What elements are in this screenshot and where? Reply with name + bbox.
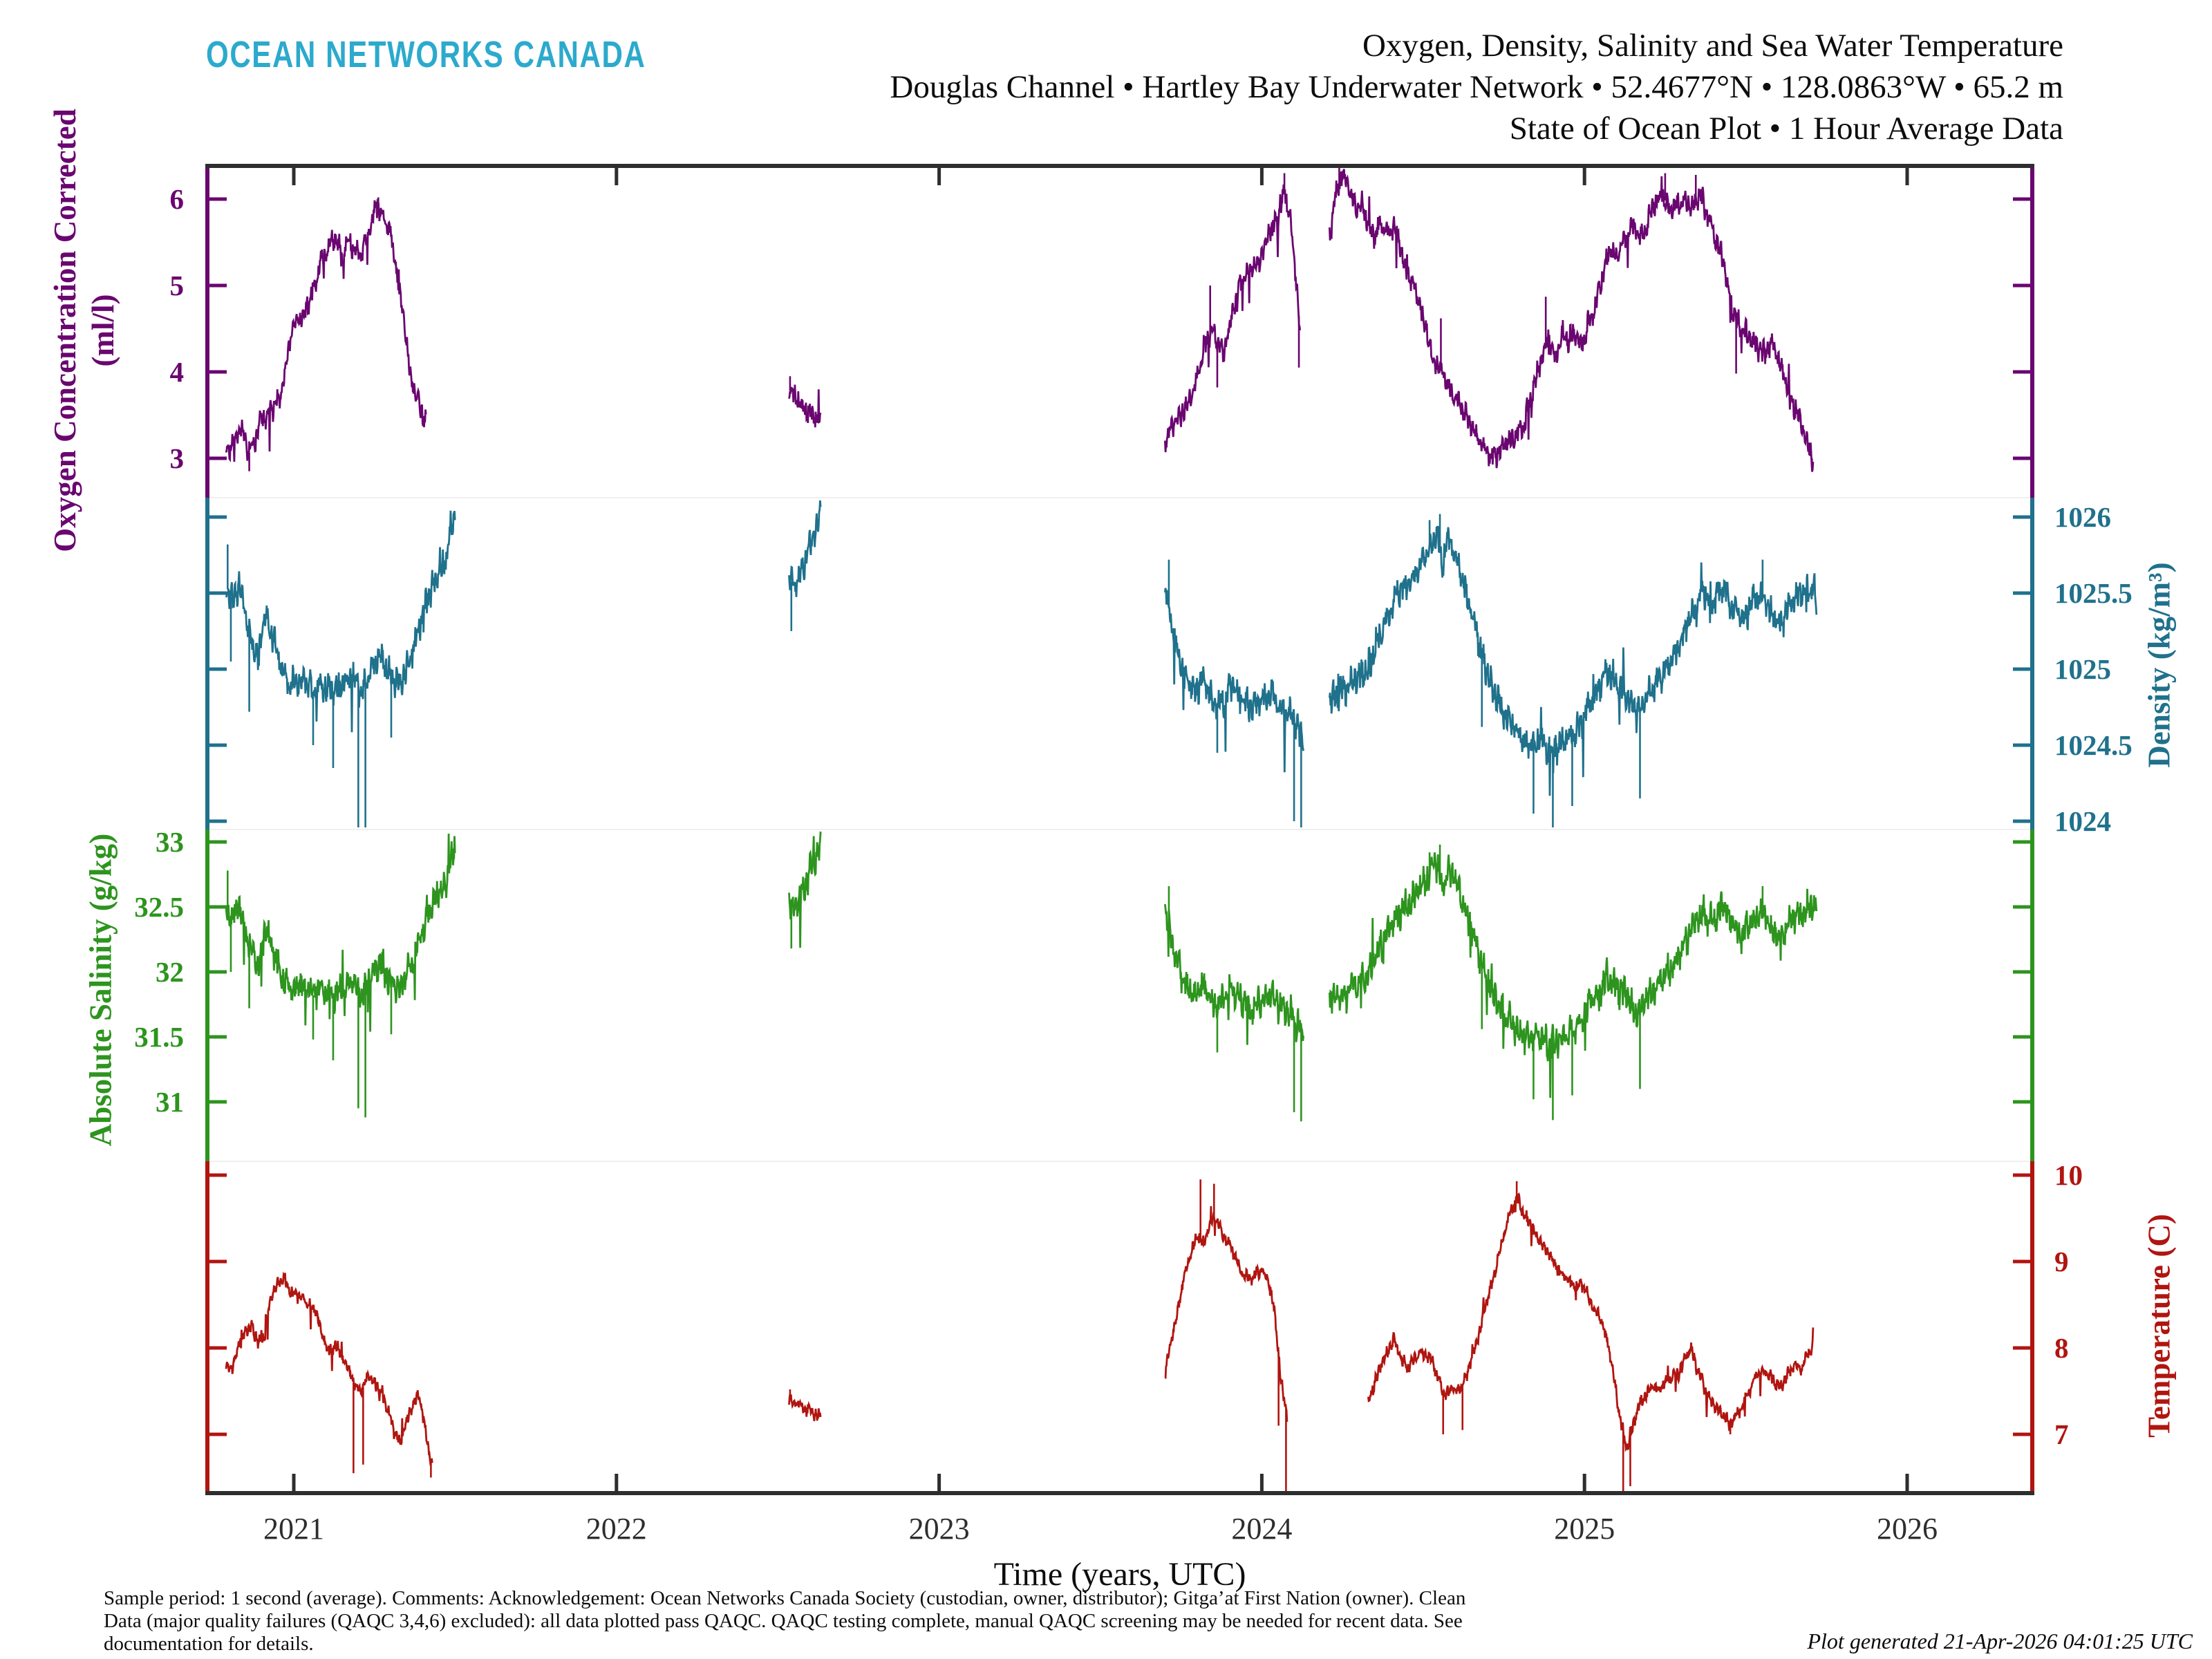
plot-title-line3: State of Ocean Plot • 1 Hour Average Dat…: [1509, 111, 2063, 147]
temperature-tick-label: 7: [2054, 1418, 2069, 1450]
oxygen-left-spine: [205, 166, 209, 498]
salinity-axis-label: Absolute Salinity (g/kg): [83, 833, 118, 1147]
temperature-series-line: [225, 1271, 433, 1466]
temperature-tick-label: 9: [2054, 1246, 2069, 1277]
x-tick-label: 2022: [585, 1512, 647, 1546]
x-tick-label: 2024: [1231, 1512, 1293, 1546]
salinity-tick-label: 33: [156, 826, 184, 858]
x-tick-label: 2025: [1554, 1512, 1615, 1546]
density-series-line: [788, 500, 822, 597]
oxygen-series-line: [1329, 169, 1815, 472]
plot-title-block: Oxygen, Density, Salinity and Sea Water …: [890, 25, 2063, 149]
salinity-tick-label: 32: [156, 956, 184, 988]
salinity-series-line: [788, 831, 822, 948]
oxygen-tick-label: 4: [169, 356, 185, 388]
oxygen-axis-label-line1: Oxygen Concentration Corrected: [48, 109, 82, 552]
salinity-tick-label: 31.5: [134, 1021, 184, 1053]
oxygen-tick-label: 5: [169, 270, 185, 301]
oxygen-tick-label: 3: [169, 442, 185, 474]
salinity-right-spine: [2030, 830, 2034, 1161]
oxygen-right-spine: [2030, 166, 2034, 498]
temperature-right-spine: [2030, 1161, 2034, 1493]
footer-comments: Sample period: 1 second (average). Comme…: [104, 1587, 1465, 1656]
density-tick-label: 1025.5: [2054, 577, 2133, 609]
density-right-spine: [2030, 498, 2034, 830]
salinity-series-line: [1164, 903, 1304, 1045]
density-tick-label: 1024.5: [2054, 729, 2133, 761]
salinity-left-spine: [205, 830, 209, 1161]
density-left-spine: [205, 498, 209, 830]
temperature-series-line: [788, 1394, 822, 1421]
density-tick-label: 1026: [2054, 501, 2111, 533]
temperature-series-line: [1164, 1206, 1288, 1423]
oxygen-tick-label: 6: [169, 183, 185, 215]
plot-title-line2: Douglas Channel • Hartley Bay Underwater…: [890, 69, 2063, 105]
onc-logo: OCEAN NETWORKS CANADA: [206, 34, 646, 75]
x-tick-label: 2026: [1877, 1512, 1938, 1546]
temperature-tick-label: 10: [2054, 1159, 2083, 1191]
density-series-line: [1329, 525, 1818, 796]
footer-line1: Sample period: 1 second (average). Comme…: [104, 1587, 1466, 1609]
temperature-series-line: [1367, 1192, 1815, 1452]
temperature-tick-label: 8: [2054, 1332, 2069, 1364]
density-series-line: [1164, 588, 1304, 773]
salinity-tick-label: 32.5: [134, 891, 184, 923]
salinity-series-line: [225, 833, 456, 1032]
density-tick-label: 1024: [2054, 805, 2111, 837]
plot-generated-timestamp: Plot generated 21-Apr-2026 04:01:25 UTC: [1807, 1629, 2193, 1653]
footer-line2: Data (major quality failures (QAQC 3,4,6…: [104, 1610, 1463, 1632]
salinity-tick-label: 31: [156, 1086, 184, 1118]
oxygen-axis-label: Oxygen Concentration Corrected (ml/l): [46, 109, 122, 552]
oxygen-series-line: [1164, 184, 1302, 453]
plot-bottom-spine: [205, 1491, 2034, 1495]
x-tick-label: 2021: [263, 1512, 324, 1546]
x-tick-label: 2023: [908, 1512, 970, 1546]
plot-title-line1: Oxygen, Density, Salinity and Sea Water …: [1362, 28, 2063, 64]
oxygen-series-line: [788, 384, 822, 428]
density-tick-label: 1025: [2054, 653, 2111, 685]
x-axis-label: Time (years, UTC): [993, 1556, 1246, 1593]
temperature-left-spine: [205, 1161, 209, 1493]
oxygen-axis-label-line2: (ml/l): [86, 294, 120, 367]
plot-top-spine: [205, 164, 2034, 168]
footer-line3: documentation for details.: [104, 1633, 314, 1655]
temperature-axis-label: Temperature (C): [2141, 1214, 2177, 1438]
oxygen-series-line: [225, 198, 427, 462]
density-axis-label: Density (kg/m³): [2141, 562, 2177, 768]
density-series-line: [225, 510, 456, 733]
